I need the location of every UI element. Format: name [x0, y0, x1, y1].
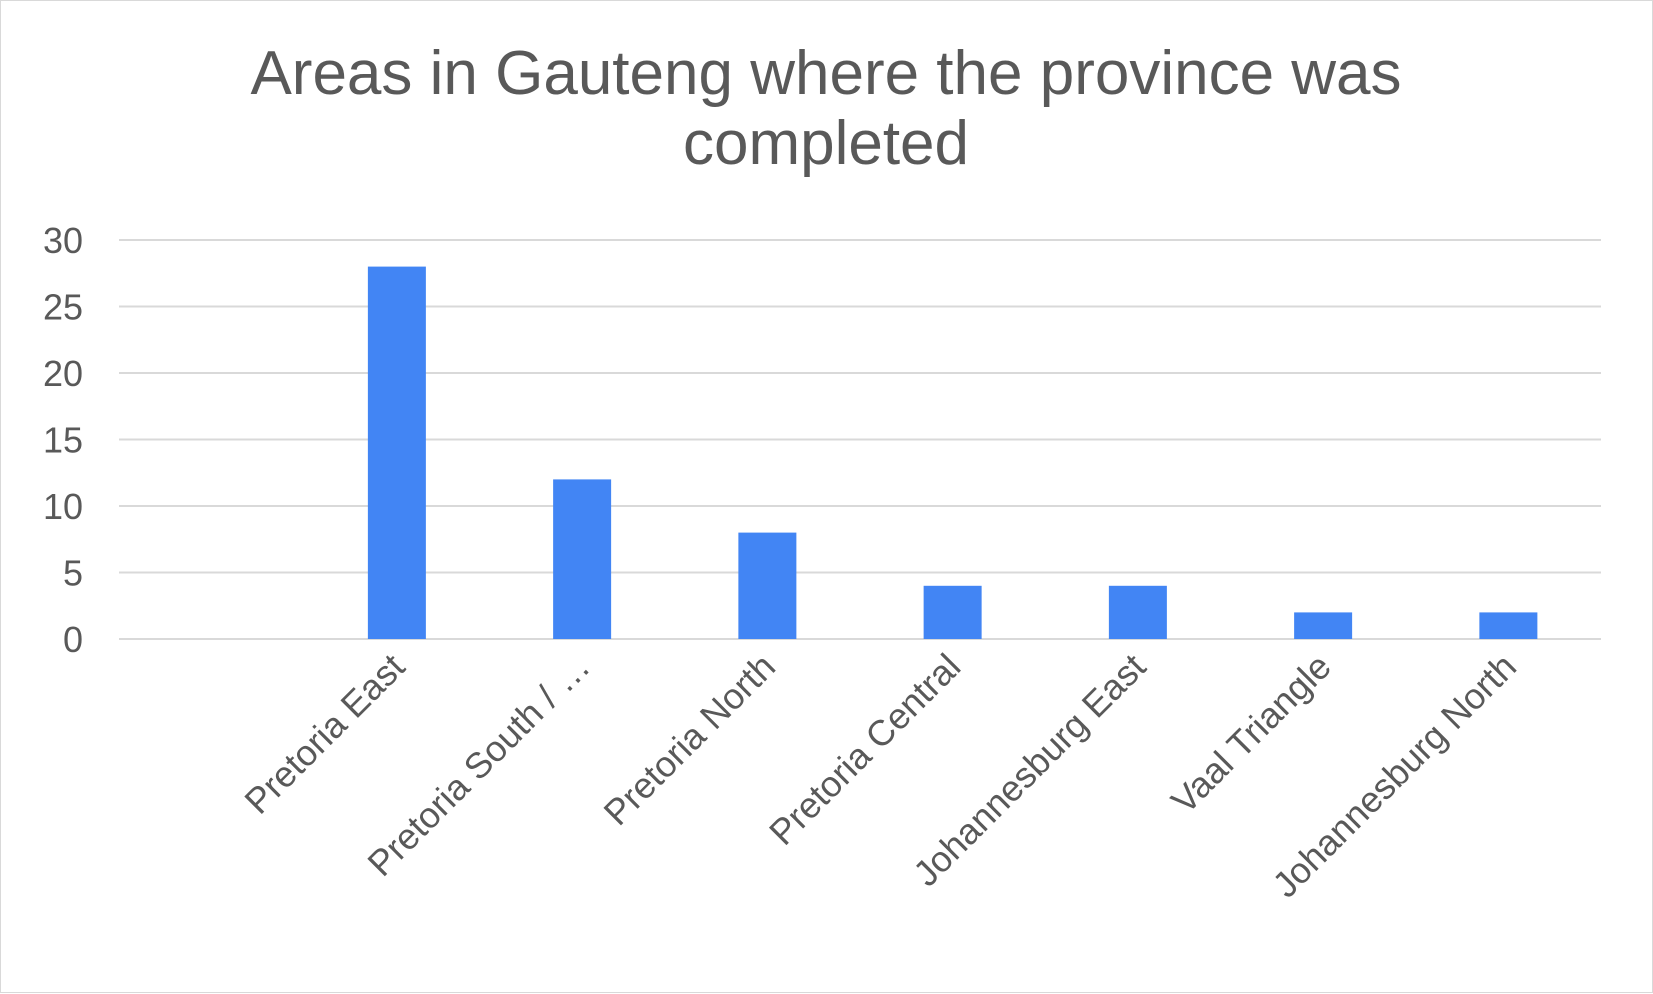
- bar: [1294, 612, 1353, 639]
- y-tick-label: 15: [43, 420, 83, 461]
- bar: [553, 479, 612, 639]
- y-tick-label: 30: [43, 220, 83, 261]
- bar: [923, 585, 982, 639]
- x-category-label: Pretoria East: [236, 646, 412, 822]
- chart-title: Areas in Gauteng where the province was …: [250, 39, 1402, 178]
- bar: [1479, 612, 1538, 639]
- bar: [1108, 585, 1167, 639]
- gridlines: [119, 239, 1601, 640]
- bars: [367, 266, 1538, 639]
- y-tick-label: 5: [63, 553, 83, 594]
- y-tick-label: 0: [63, 619, 83, 660]
- y-axis-ticks: 0 5 10 15 20 25 30: [43, 220, 83, 660]
- bar: [367, 266, 426, 639]
- y-tick-label: 20: [43, 353, 83, 394]
- bar: [738, 532, 797, 639]
- y-tick-label: 25: [43, 287, 83, 328]
- y-tick-label: 10: [43, 486, 83, 527]
- x-category-label: Pretoria North: [596, 646, 783, 833]
- x-category-label: Vaal Triangle: [1163, 646, 1339, 822]
- x-category-label: Pretoria Central: [761, 646, 968, 853]
